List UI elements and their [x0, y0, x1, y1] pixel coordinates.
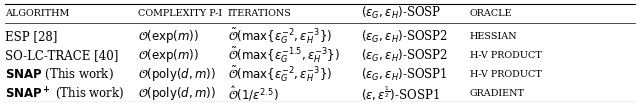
Text: $\hat{\mathcal{O}}(1/\epsilon^{2.5})$: $\hat{\mathcal{O}}(1/\epsilon^{2.5})$: [228, 84, 278, 103]
Text: $(\epsilon_G, \epsilon_H)$-SOSP2: $(\epsilon_G, \epsilon_H)$-SOSP2: [362, 28, 449, 45]
Text: ITERATIONS: ITERATIONS: [228, 9, 291, 18]
Text: HESSIAN: HESSIAN: [470, 32, 517, 41]
Text: COMPLEXITY P-I: COMPLEXITY P-I: [138, 9, 223, 18]
Text: $(\epsilon, \epsilon^{\frac{1}{2}})$-SOSP1: $(\epsilon, \epsilon^{\frac{1}{2}})$-SOS…: [362, 85, 440, 103]
Text: ALGORITHM: ALGORITHM: [4, 9, 69, 18]
Text: $(\epsilon_G,\epsilon_H)$-SOSP: $(\epsilon_G,\epsilon_H)$-SOSP: [362, 5, 442, 22]
Text: $\mathcal{O}(\exp(m))$: $\mathcal{O}(\exp(m))$: [138, 47, 200, 64]
Text: $(\epsilon_G, \epsilon_H)$-SOSP2: $(\epsilon_G, \epsilon_H)$-SOSP2: [362, 47, 449, 64]
Text: H-V PRODUCT: H-V PRODUCT: [470, 51, 541, 60]
Text: $\tilde{\mathcal{O}}(\max\{\epsilon_G^{-1.5}, \epsilon_H^{-3}\})$: $\tilde{\mathcal{O}}(\max\{\epsilon_G^{-…: [228, 46, 340, 65]
Text: $\mathbf{SNAP^+}$ (This work): $\mathbf{SNAP^+}$ (This work): [4, 85, 124, 102]
Text: SO-LC-TRACE [40]: SO-LC-TRACE [40]: [4, 49, 118, 62]
Text: $\tilde{\mathcal{O}}(\max\{\epsilon_G^{-2}, \epsilon_H^{-3}\})$: $\tilde{\mathcal{O}}(\max\{\epsilon_G^{-…: [228, 65, 332, 84]
Text: ORACLE: ORACLE: [470, 9, 513, 18]
Text: $\tilde{\mathcal{O}}(\max\{\epsilon_G^{-2}, \epsilon_H^{-3}\})$: $\tilde{\mathcal{O}}(\max\{\epsilon_G^{-…: [228, 27, 332, 46]
Text: $\mathbf{SNAP}$ (This work): $\mathbf{SNAP}$ (This work): [4, 67, 113, 82]
Text: $\mathcal{O}(\mathrm{poly}(d,m))$: $\mathcal{O}(\mathrm{poly}(d,m))$: [138, 85, 216, 102]
Text: $\mathcal{O}(\exp(m))$: $\mathcal{O}(\exp(m))$: [138, 28, 200, 45]
Text: $\mathcal{O}(\mathrm{poly}(d,m))$: $\mathcal{O}(\mathrm{poly}(d,m))$: [138, 66, 216, 83]
Text: ESP [28]: ESP [28]: [4, 30, 57, 43]
Text: GRADIENT: GRADIENT: [470, 89, 525, 98]
Text: $(\epsilon_G, \epsilon_H)$-SOSP1: $(\epsilon_G, \epsilon_H)$-SOSP1: [362, 67, 448, 83]
Text: H-V PRODUCT: H-V PRODUCT: [470, 70, 541, 79]
